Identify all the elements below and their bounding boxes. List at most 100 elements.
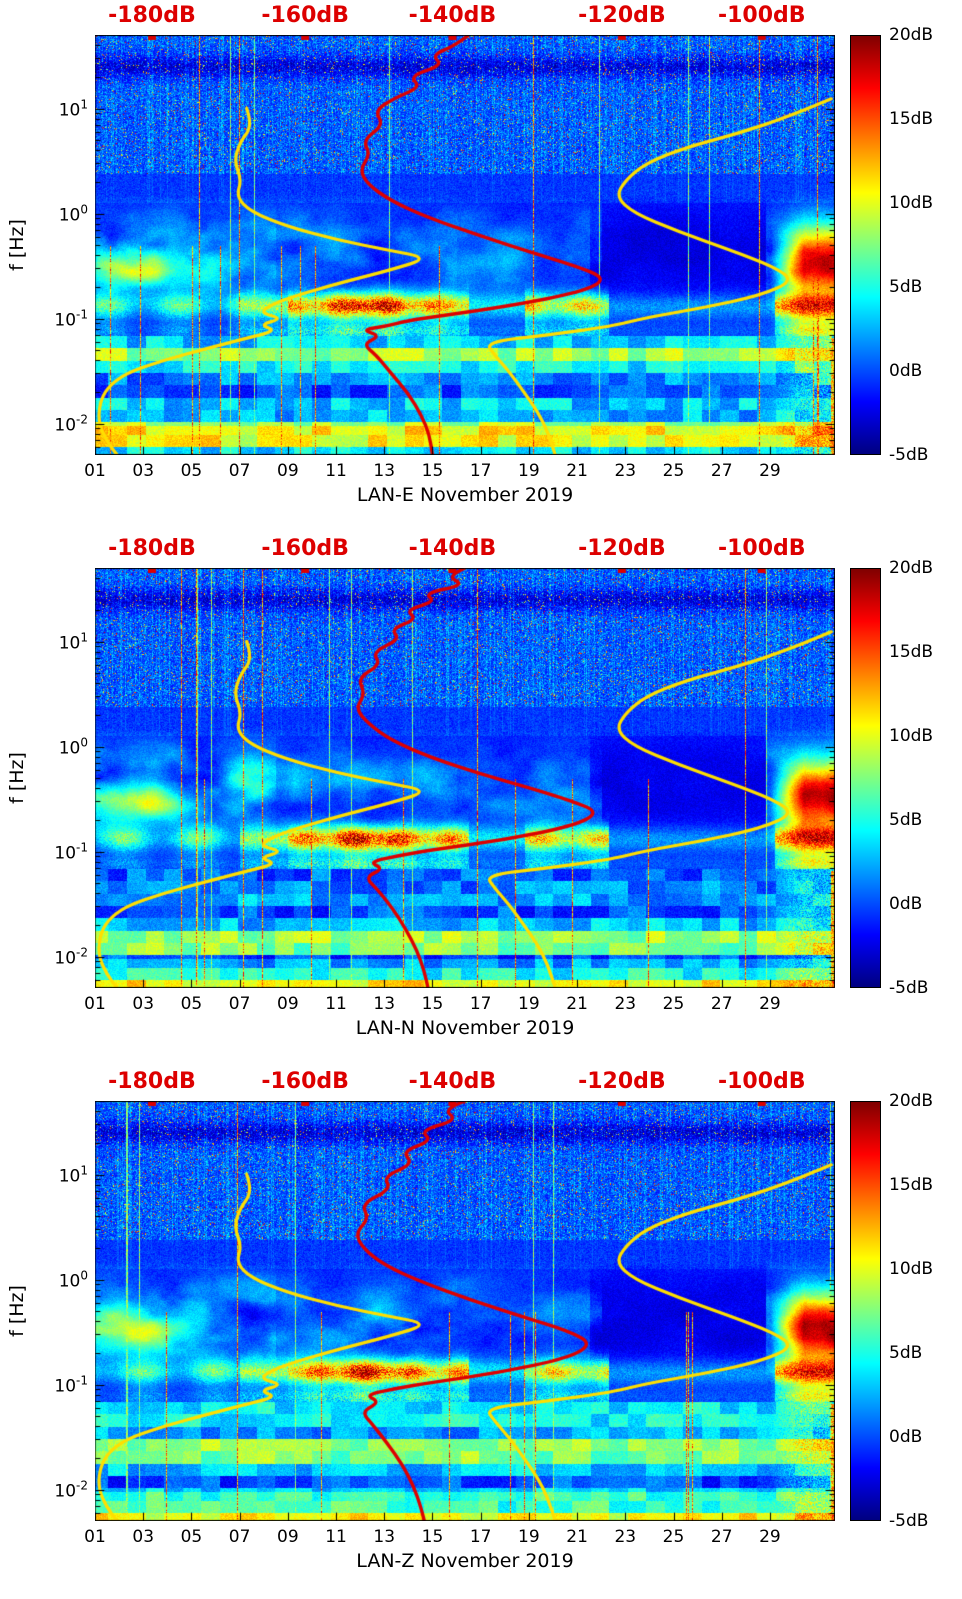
x-tick-label: 13 [373,1527,396,1547]
x-tick-label: 23 [614,461,637,481]
x-tick-label: 11 [325,1527,347,1547]
colorbar-tick-label: 20dB [889,1091,934,1111]
colorbar-tick-label: -5dB [889,1511,929,1531]
colorbar-tick-label: -5dB [889,978,929,998]
x-tick-label: 01 [84,461,106,481]
panel-lan-n: f [Hz] -180dB -160dB -140dB -120dB -100dB 10… [0,533,962,1066]
x-tick-label: 09 [277,994,299,1014]
x-tick-label: 15 [421,461,444,481]
spectrogram-plot [95,1101,835,1521]
spectrogram-plot [95,35,835,455]
top-axis-tick-label: -180dB [108,536,196,561]
x-tick-label: 07 [228,461,251,481]
y-axis-label: f [Hz] [6,1285,28,1337]
x-tick-label: 07 [228,1527,251,1547]
x-tick-label: 15 [421,1527,444,1547]
spectrogram-canvas [95,1101,835,1521]
colorbar-tick-label: 15dB [889,109,934,129]
panel-lan-z: f [Hz] -180dB -160dB -140dB -120dB -100dB 10… [0,1066,962,1599]
x-tick-label: 05 [180,994,203,1014]
x-tick-label: 23 [614,994,637,1014]
x-tick-label: 17 [469,461,492,481]
spectrogram-canvas [95,35,835,455]
panel-title: LAN-N November 2019 [355,1017,575,1039]
colorbar-tick-label: 5dB [889,1343,923,1363]
panel-title: LAN-E November 2019 [356,484,574,506]
y-axis-label: f [Hz] [6,752,28,804]
x-tick-label: 19 [518,461,540,481]
x-tick-label: 15 [421,994,444,1014]
x-tick-label: 25 [662,994,685,1014]
colorbar-tick-label: 10dB [889,726,934,746]
x-tick-label: 11 [325,461,347,481]
top-axis-tick-label: -100dB [717,536,806,561]
y-tick-label: 10-2 [54,945,88,968]
x-tick-label: 19 [518,1527,540,1547]
x-tick-label: 17 [469,1527,492,1547]
x-tick-label: 05 [180,1527,203,1547]
x-tick-label: 09 [277,461,299,481]
colorbar-tick-label: 0dB [889,894,923,914]
x-tick-label: 27 [710,994,733,1014]
x-tick-label: 13 [373,994,396,1014]
x-tick-label: 21 [566,994,588,1014]
x-tick-label: 07 [228,994,251,1014]
colorbar [850,568,881,988]
top-axis-tick-label: -180dB [108,3,196,28]
colorbar-tick-label: 15dB [889,642,934,662]
y-tick-label: 10-2 [54,1478,88,1501]
y-tick-label: 100 [58,1268,88,1291]
x-tick-label: 27 [710,461,733,481]
colorbar-tick-label: 15dB [889,1175,934,1195]
y-tick-label: 10-2 [54,412,88,435]
top-axis-tick-label: -120dB [578,536,666,561]
x-tick-label: 29 [759,1527,781,1547]
colorbar-tick-label: 0dB [889,1427,923,1447]
y-tick-label: 100 [58,202,88,225]
top-axis-tick-label: -160dB [261,1069,349,1094]
x-tick-label: 25 [662,461,685,481]
colorbar-tick-label: 20dB [889,25,934,45]
top-axis-tick-label: -140dB [408,1069,497,1094]
panel-title: LAN-Z November 2019 [356,1550,574,1572]
x-tick-label: 03 [132,461,155,481]
y-tick-label: 101 [58,1163,88,1186]
x-tick-label: 29 [759,994,781,1014]
colorbar [850,1101,881,1521]
spectrogram-canvas [95,568,835,988]
x-tick-label: 03 [132,994,155,1014]
top-axis-tick-label: -160dB [261,3,349,28]
top-axis-tick-label: -180dB [108,1069,196,1094]
y-tick-label: 101 [58,630,88,653]
colorbar-tick-label: 0dB [889,361,923,381]
x-tick-label: 17 [469,994,492,1014]
x-tick-label: 25 [662,1527,685,1547]
x-tick-label: 23 [614,1527,637,1547]
y-tick-label: 10-1 [54,840,88,863]
top-axis-tick-label: -140dB [408,3,497,28]
x-tick-label: 09 [277,1527,299,1547]
x-tick-label: 01 [84,994,106,1014]
colorbar-tick-label: 5dB [889,277,923,297]
colorbar-tick-label: 20dB [889,558,934,578]
panel-lan-e: f [Hz] -180dB -160dB -140dB -120dB -100dB 10… [0,0,962,533]
spectrogram-plot [95,568,835,988]
top-axis-tick-label: -160dB [261,536,349,561]
top-axis-tick-label: -120dB [578,3,666,28]
x-tick-label: 21 [566,1527,588,1547]
x-tick-label: 29 [759,461,781,481]
x-tick-label: 01 [84,1527,106,1547]
y-tick-label: 101 [58,97,88,120]
x-tick-label: 21 [566,461,588,481]
y-tick-label: 100 [58,735,88,758]
top-axis-tick-label: -100dB [717,3,806,28]
colorbar-tick-label: -5dB [889,445,929,465]
x-tick-label: 19 [518,994,540,1014]
x-tick-label: 05 [180,461,203,481]
x-tick-label: 27 [710,1527,733,1547]
y-tick-label: 10-1 [54,1373,88,1396]
x-tick-label: 03 [132,1527,155,1547]
colorbar-tick-label: 10dB [889,1259,934,1279]
colorbar-tick-label: 10dB [889,193,934,213]
